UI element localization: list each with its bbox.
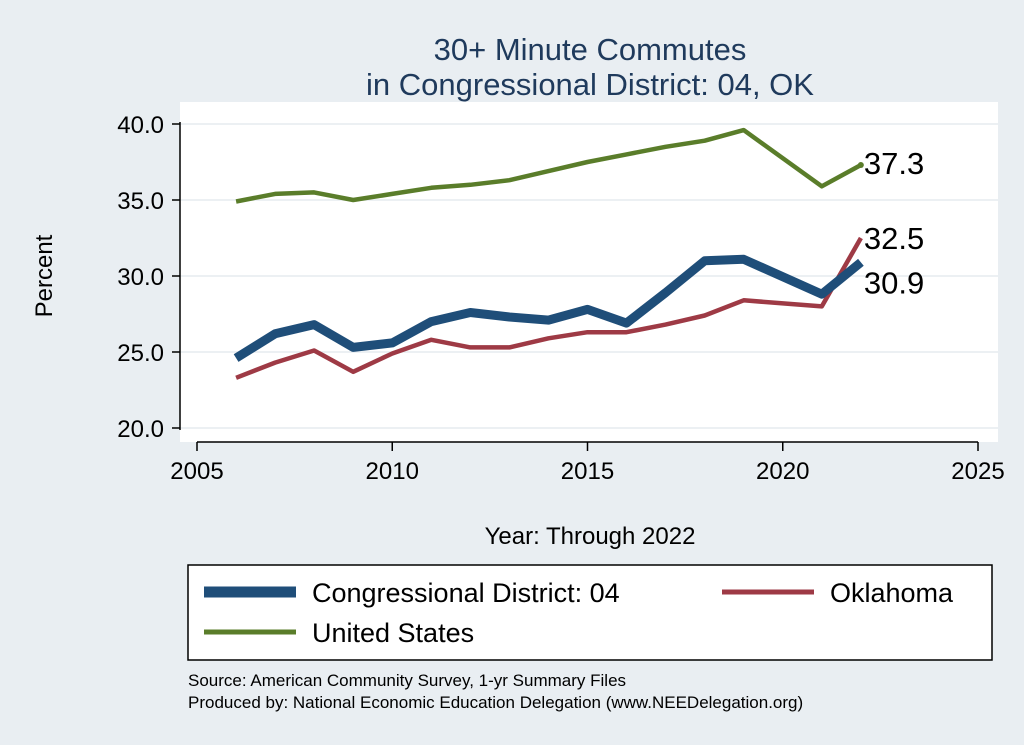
- axes: 20.0 25.0 30.0 35.0 40.0 2005 2010 2015 2020 2025: [117, 112, 1004, 485]
- x-tick-label: 2025: [951, 458, 1004, 485]
- chart-title-line-2: in Congressional District: 04, OK: [366, 67, 814, 102]
- source-line: Source: American Community Survey, 1-yr …: [188, 671, 626, 690]
- y-axis-title: Percent: [31, 234, 58, 317]
- x-tick-label: 2015: [561, 458, 614, 485]
- end-label-district: 30.9: [864, 265, 924, 300]
- legend-box: [187, 564, 993, 661]
- x-tick-label: 2020: [756, 458, 809, 485]
- end-label-oklahoma: 32.5: [864, 221, 924, 256]
- series-lines: [233, 127, 864, 380]
- chart-title-line-1: 30+ Minute Commutes: [434, 32, 747, 67]
- end-labels: 30.9 32.5 37.3: [857, 146, 924, 300]
- y-tick-label: 35.0: [117, 188, 164, 215]
- y-tick-label: 30.0: [117, 264, 164, 291]
- series-line-district: [233, 254, 864, 362]
- legend-label-oklahoma: Oklahoma: [830, 578, 954, 608]
- legend-label-us: United States: [312, 618, 474, 648]
- series-line-us: [235, 127, 862, 204]
- end-marker-us: [857, 162, 864, 169]
- x-tick-label: 2010: [366, 458, 419, 485]
- y-tick-label: 20.0: [117, 416, 164, 443]
- y-tick-label: 40.0: [117, 112, 164, 139]
- end-label-us: 37.3: [864, 146, 924, 181]
- x-tick-label: 2005: [170, 458, 223, 485]
- plot-area: [180, 102, 998, 442]
- y-tick-label: 25.0: [117, 340, 164, 367]
- produced-by-line: Produced by: National Economic Education…: [188, 693, 803, 712]
- x-axis-title: Year: Through 2022: [485, 523, 696, 550]
- legend-label-district: Congressional District: 04: [312, 578, 620, 608]
- series-line-oklahoma: [235, 236, 863, 380]
